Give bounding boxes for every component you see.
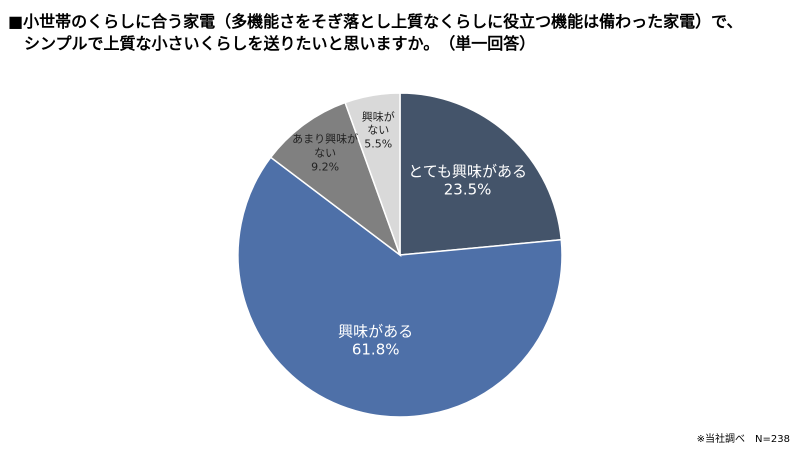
pie-slice — [269, 101, 402, 258]
chart-title: ■小世帯のくらしに合う家電（多機能さをそぎ落とし上質なくらしに役立つ機能は備わっ… — [8, 12, 743, 31]
value-label: 9.2% — [311, 160, 340, 174]
pie-slice — [237, 156, 563, 418]
footnote: ※当社調べ N=238 — [696, 434, 790, 445]
slice-label: あまり興味がない 9.2% — [289, 133, 361, 174]
slice-label: とても興味がある 23.5% — [388, 162, 548, 200]
category-label: 興味がある — [338, 321, 414, 340]
category-label: とても興味がある — [408, 161, 527, 180]
value-label: 61.8% — [351, 340, 400, 359]
value-label: 23.5% — [443, 180, 492, 199]
chart-subtitle: シンプルで上質な小さいくらしを送りたいと思いますか。 （単一回答） — [24, 34, 536, 53]
pie-slice — [399, 92, 563, 256]
category-label: 興味がない — [361, 109, 395, 137]
pie-slice — [344, 92, 401, 256]
slice-label: 興味がない 5.5% — [360, 110, 396, 151]
value-label: 5.5% — [364, 137, 393, 151]
slice-label: 興味がある 61.8% — [296, 322, 456, 360]
category-label: あまり興味がない — [292, 132, 359, 160]
